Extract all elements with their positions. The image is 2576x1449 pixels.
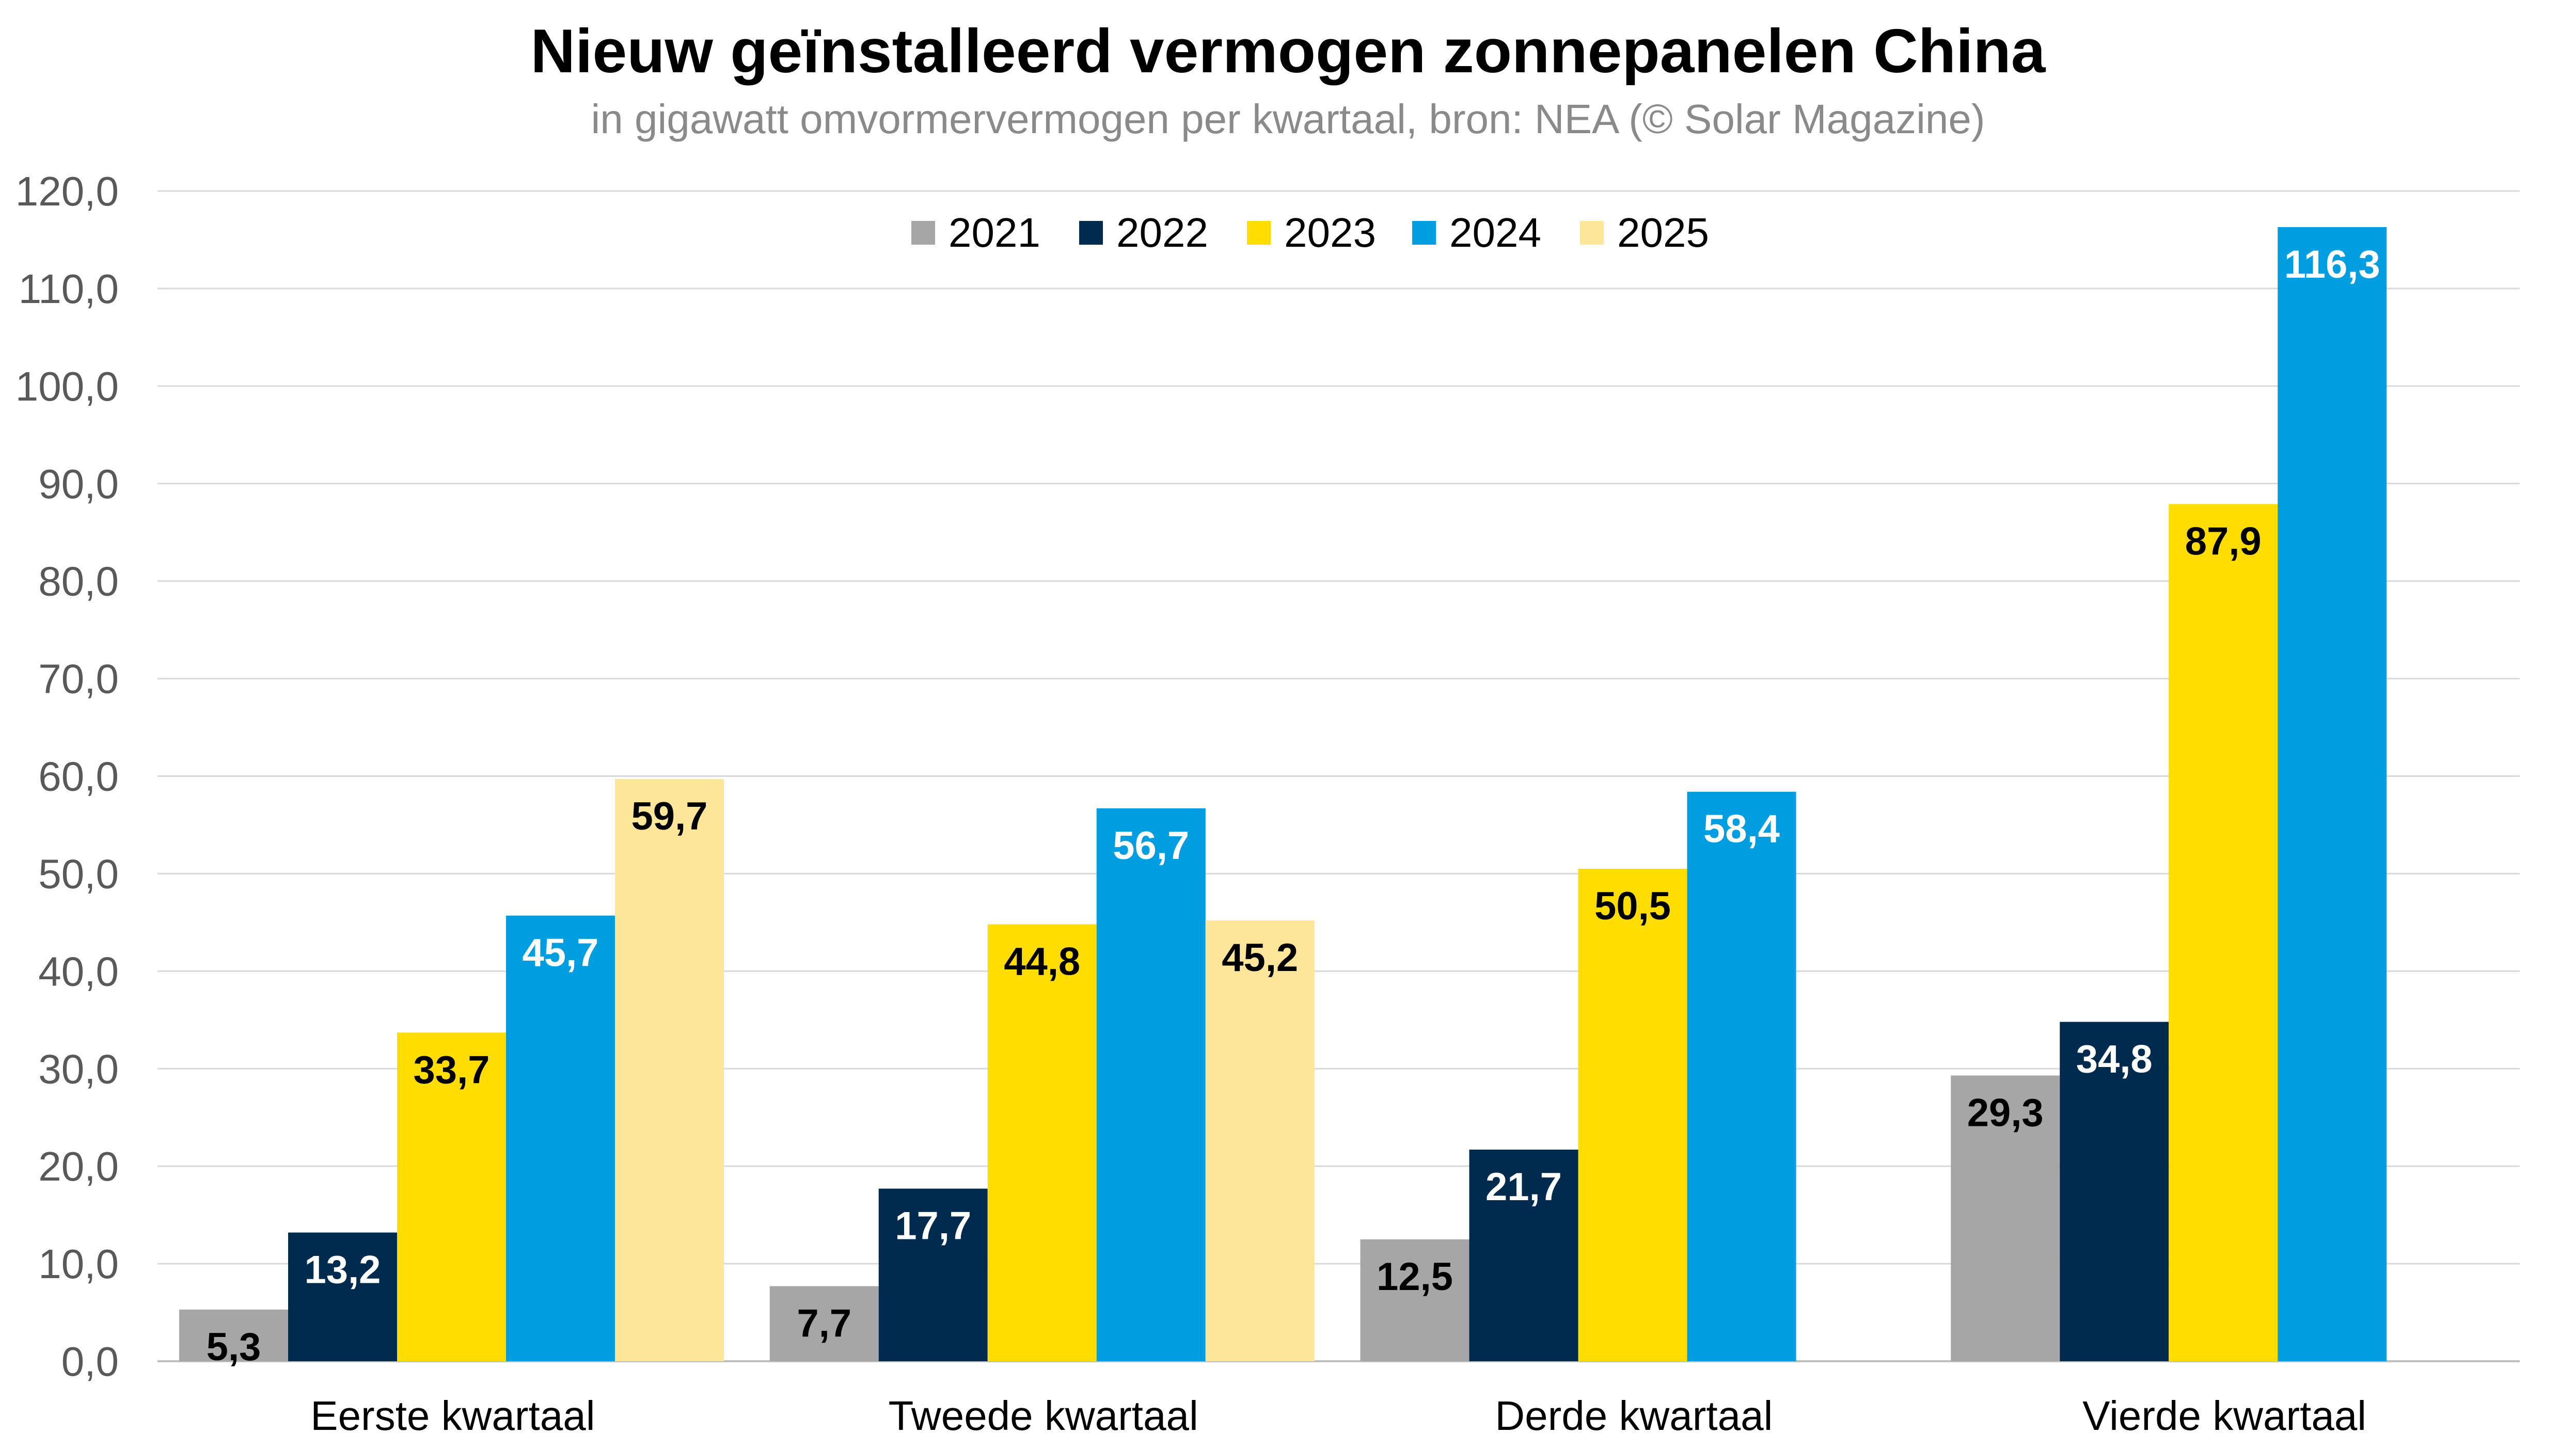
legend-swatch-2022 bbox=[1079, 221, 1103, 245]
y-tick-label: 80,0 bbox=[38, 559, 119, 604]
legend-swatch-2025 bbox=[1580, 221, 1604, 245]
bar-2023 bbox=[987, 924, 1097, 1361]
bar-2023 bbox=[1578, 868, 1687, 1361]
bar-2024 bbox=[506, 915, 615, 1361]
y-tick-label: 40,0 bbox=[38, 948, 119, 994]
data-label: 87,9 bbox=[2185, 519, 2262, 563]
bar-2023 bbox=[2169, 504, 2278, 1361]
y-tick-label: 90,0 bbox=[38, 461, 119, 507]
x-category-label: Tweede kwartaal bbox=[888, 1393, 1198, 1439]
data-label: 33,7 bbox=[414, 1048, 490, 1092]
y-tick-label: 70,0 bbox=[38, 656, 119, 702]
data-label: 56,7 bbox=[1113, 824, 1189, 868]
data-label: 50,5 bbox=[1594, 884, 1671, 928]
bar-2024 bbox=[1687, 791, 1796, 1361]
data-label: 29,3 bbox=[1967, 1091, 2044, 1135]
bar-2024 bbox=[2278, 227, 2387, 1361]
bars bbox=[179, 227, 2387, 1361]
bar-2021 bbox=[1951, 1075, 2060, 1361]
bar-2022 bbox=[2060, 1022, 2169, 1361]
legend-swatch-2023 bbox=[1247, 221, 1271, 245]
bar-2021 bbox=[769, 1286, 879, 1361]
data-label: 5,3 bbox=[207, 1325, 261, 1369]
bar-2022 bbox=[288, 1232, 397, 1361]
bar-2023 bbox=[397, 1032, 506, 1361]
bar-2024 bbox=[1096, 808, 1206, 1361]
bar-2025 bbox=[1205, 920, 1315, 1361]
data-label: 17,7 bbox=[895, 1204, 971, 1248]
data-label: 13,2 bbox=[305, 1248, 381, 1292]
bar-2021 bbox=[1360, 1239, 1469, 1361]
chart-title: Nieuw geïnstalleerd vermogen zonnepanele… bbox=[530, 17, 2046, 86]
legend-label: 2021 bbox=[949, 210, 1040, 256]
x-category-label: Derde kwartaal bbox=[1495, 1393, 1773, 1439]
data-label: 34,8 bbox=[2076, 1038, 2153, 1081]
bar-2025 bbox=[615, 779, 724, 1361]
legend-label: 2024 bbox=[1449, 210, 1541, 256]
legend-swatch-2021 bbox=[911, 221, 935, 245]
data-label: 45,7 bbox=[523, 931, 599, 975]
legend: 2021 2022 2023 2024 2025 bbox=[911, 210, 1709, 256]
data-label: 21,7 bbox=[1485, 1165, 1562, 1209]
y-tick-label: 50,0 bbox=[38, 851, 119, 897]
y-tick-label: 100,0 bbox=[15, 363, 119, 409]
data-label: 45,2 bbox=[1222, 936, 1298, 980]
x-category-label: Eerste kwartaal bbox=[310, 1393, 595, 1439]
y-tick-label: 110,0 bbox=[19, 266, 119, 312]
y-tick-label: 30,0 bbox=[38, 1046, 119, 1092]
legend-label: 2025 bbox=[1617, 210, 1709, 256]
y-axis-ticks: 0,0 10,0 20,0 30,0 40,0 50,0 60,0 70,0 80,0 90,0 1… bbox=[15, 168, 119, 1384]
data-label: 116,3 bbox=[2284, 243, 2380, 286]
x-category-label: Vierde kwartaal bbox=[2082, 1393, 2366, 1439]
y-tick-label: 120,0 bbox=[15, 168, 119, 214]
data-label: 44,8 bbox=[1004, 940, 1080, 984]
data-label: 58,4 bbox=[1703, 807, 1780, 851]
data-label: 12,5 bbox=[1377, 1255, 1453, 1299]
x-axis-categories: Eerste kwartaal Tweede kwartaal Derde kwar… bbox=[310, 1393, 2366, 1439]
y-tick-label: 60,0 bbox=[38, 754, 119, 800]
legend-label: 2023 bbox=[1284, 210, 1376, 256]
data-label: 59,7 bbox=[631, 794, 708, 838]
data-label: 7,7 bbox=[797, 1302, 851, 1346]
legend-label: 2022 bbox=[1116, 210, 1208, 256]
chart-subtitle: in gigawatt omvormervermogen per kwartaa… bbox=[591, 96, 1985, 142]
y-tick-label: 0,0 bbox=[61, 1339, 119, 1384]
legend-swatch-2024 bbox=[1412, 221, 1436, 245]
y-tick-label: 10,0 bbox=[38, 1241, 119, 1287]
bar-2022 bbox=[1469, 1150, 1578, 1361]
data-labels: 5,3 13,2 33,7 45,7 59,7 7,7 17,7 44,8 56,7 45,2 12… bbox=[207, 243, 2380, 1369]
y-tick-label: 20,0 bbox=[38, 1143, 119, 1189]
bar-2022 bbox=[878, 1188, 988, 1361]
bar-2021 bbox=[179, 1309, 288, 1361]
